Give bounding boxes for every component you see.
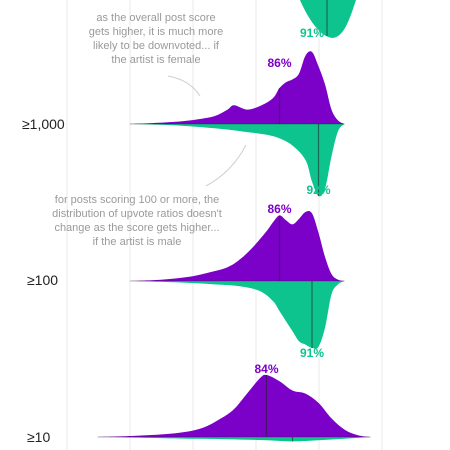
ridge-row: 86% 92%	[130, 51, 345, 197]
annotation-male-line-2: distribution of upvote ratios doesn't	[52, 208, 222, 220]
ridge-row: 86% 91%	[130, 202, 345, 360]
annotation-female-line-3: likely to be downvoted... if	[93, 40, 220, 52]
male-density	[130, 281, 345, 349]
annotation-male-line-1: for posts scoring 100 or more, the	[55, 194, 219, 206]
annotation-female-line-2: gets higher, it is much more	[89, 26, 224, 38]
row-label-100: ≥100	[27, 272, 58, 288]
row-label-10: ≥10	[27, 429, 50, 445]
annotation-male-leader	[205, 144, 247, 187]
female-density	[97, 374, 371, 437]
annotation-male-line-4: if the artist is male	[93, 236, 182, 248]
annotation-male: for posts scoring 100 or more, the distr…	[52, 144, 247, 248]
male-density	[97, 437, 371, 442]
female-density	[130, 51, 345, 124]
top-male-median-label: 91%	[300, 26, 324, 40]
annotation-female-line-4: the artist is female	[111, 54, 200, 66]
ridgeline-rows: 86% 92% 86% 91% 84%	[97, 51, 371, 442]
male-median-label: 91%	[300, 346, 324, 360]
female-median-label: 84%	[254, 362, 278, 376]
male-density	[130, 124, 345, 197]
female-median-label: 86%	[267, 202, 291, 216]
ridge-row: 84%	[97, 362, 371, 442]
annotation-male-line-3: change as the score gets higher...	[54, 222, 219, 234]
row-label-1000: ≥1,000	[22, 116, 65, 132]
annotation-female-leader	[167, 75, 201, 97]
female-median-label: 86%	[267, 56, 291, 70]
top-fragment-male-distribution: 91%	[300, 0, 356, 40]
annotation-female-line-1: as the overall post score	[96, 12, 215, 24]
annotation-female: as the overall post score gets higher, i…	[89, 12, 224, 97]
top-male-density-fragment	[300, 0, 356, 38]
female-density	[130, 211, 345, 281]
male-median-label: 92%	[306, 183, 330, 197]
